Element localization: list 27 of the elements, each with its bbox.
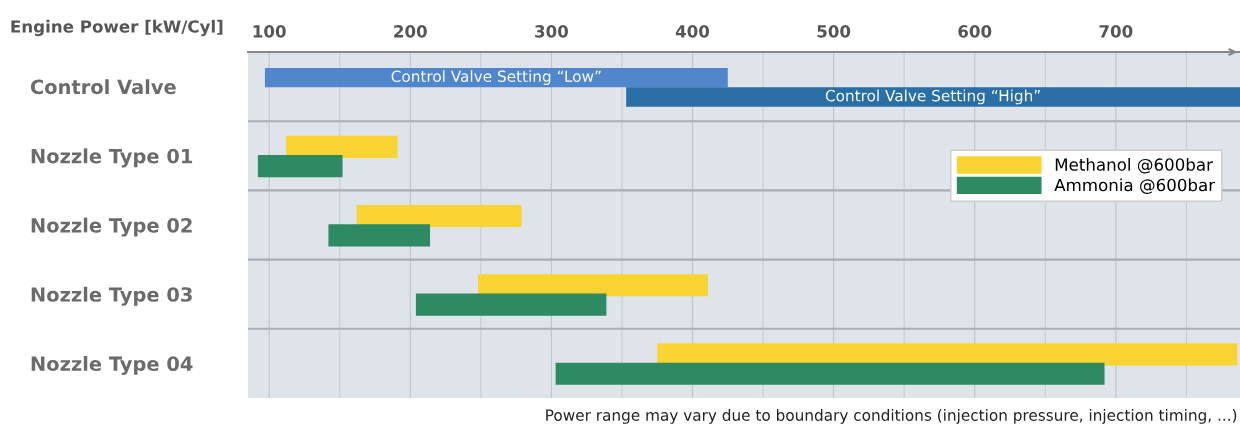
bar (328, 224, 431, 247)
data-label: Control Valve Setting “High” (825, 89, 1040, 105)
x-tick-label: 400 (675, 25, 710, 38)
y-tick-label: Nozzle Type 02 (31, 217, 192, 237)
data-label: Control Valve Setting “Low” (391, 70, 601, 85)
bar (555, 362, 1105, 385)
bar (626, 87, 1240, 107)
bar (356, 204, 522, 228)
x-tick-label: 200 (394, 25, 427, 38)
x-tick-label: 300 (535, 25, 568, 38)
y-tick-label: Nozzle Type 03 (31, 286, 192, 306)
legend-label: Ammonia @600bar (1054, 178, 1216, 194)
text: Power range may vary due to boundary conditions (injection pressure, injection timing, ...) (546, 409, 1237, 424)
bar (415, 293, 607, 316)
y-tick-label: Control Valve (30, 79, 176, 95)
legend-label: Methanol @600bar (1055, 157, 1213, 174)
bar (257, 155, 343, 178)
bar (478, 274, 709, 297)
bar (286, 135, 398, 158)
x-tick-label: 600 (958, 25, 992, 38)
x-tick-label: 500 (817, 25, 851, 38)
y-tick-label: Nozzle Type 04 (31, 356, 193, 375)
y-tick-label: Nozzle Type 01 (31, 148, 193, 168)
x-axis-title: Engine Power [kW/Cyl] (11, 19, 223, 37)
x-tick-label: 100 (253, 25, 286, 38)
x-tick-label: 700 (1099, 25, 1133, 38)
bar (264, 67, 728, 88)
